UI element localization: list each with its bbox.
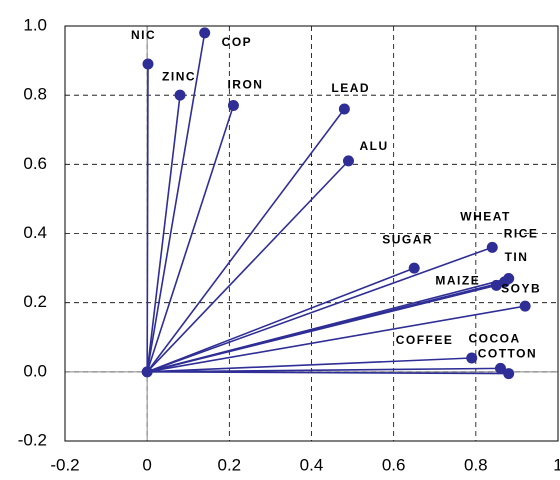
point-label: SOYB: [501, 281, 541, 295]
y-tick-label: 0.6: [23, 154, 47, 173]
loading-line: [146, 246, 493, 373]
loading-line: [146, 32, 206, 372]
point-label: TIN: [505, 250, 529, 264]
loading-line: [147, 371, 509, 375]
point-label: NIC: [131, 28, 156, 42]
point: [142, 58, 154, 70]
loading-line: [146, 105, 235, 373]
y-tick-label: 0.8: [23, 85, 47, 104]
point: [338, 103, 350, 115]
y-tick-label: 1.0: [23, 15, 47, 34]
grid: [64, 25, 559, 442]
loading-line: [146, 108, 346, 373]
point-label: MAIZE: [435, 274, 480, 288]
point: [490, 279, 502, 291]
point: [199, 27, 211, 39]
point: [503, 368, 515, 380]
loading-line: [146, 95, 181, 372]
point: [499, 276, 511, 288]
point-label: COTTON: [478, 347, 537, 361]
point: [486, 241, 498, 253]
y-tick-label: 0.0: [23, 361, 47, 380]
loading-line: [146, 284, 497, 373]
x-tick-label: 0.8: [464, 455, 488, 474]
loading-line: [146, 64, 149, 372]
point-label: COFFEE: [396, 333, 454, 347]
point-label: ALU: [359, 139, 388, 153]
plot-frame: [64, 25, 559, 442]
loading-line: [147, 367, 501, 373]
loading-line: [146, 267, 415, 373]
x-tick-label: 0.4: [300, 455, 324, 474]
point: [227, 100, 239, 112]
x-tick-label: -0.2: [50, 455, 79, 474]
y-tick-label: 0.4: [23, 223, 47, 242]
point: [408, 262, 420, 274]
x-tick-label: 0: [142, 455, 151, 474]
point-label: LEAD: [331, 81, 370, 95]
x-tick-label: 1: [553, 455, 560, 474]
point-label: ZINC: [162, 69, 196, 83]
point: [519, 300, 531, 312]
point: [174, 89, 186, 101]
loading-line: [147, 305, 526, 373]
origin-point: [141, 366, 153, 378]
x-tick-label: 0.6: [382, 455, 406, 474]
marks: [141, 27, 531, 380]
point-label: COP: [222, 35, 253, 49]
labels: -0.2 0 0.2 0.4 0.6 0.8 1 -0.2 0.0 0.2 0.4 0.6 0.8 1.0…: [18, 15, 560, 474]
point-label: COCOA: [468, 332, 520, 346]
point-label: RICE: [504, 227, 539, 241]
point: [466, 352, 478, 364]
y-tick-label: 0.2: [23, 292, 47, 311]
point-label: WHEAT: [460, 210, 511, 224]
loading-line: [146, 160, 350, 373]
point: [494, 362, 506, 374]
x-tick-label: 0.2: [218, 455, 242, 474]
point-label: IRON: [227, 78, 263, 92]
point: [342, 155, 354, 167]
loading-line: [147, 357, 472, 373]
y-tick-label: -0.2: [18, 430, 47, 449]
point-label: SUGAR: [382, 232, 433, 246]
